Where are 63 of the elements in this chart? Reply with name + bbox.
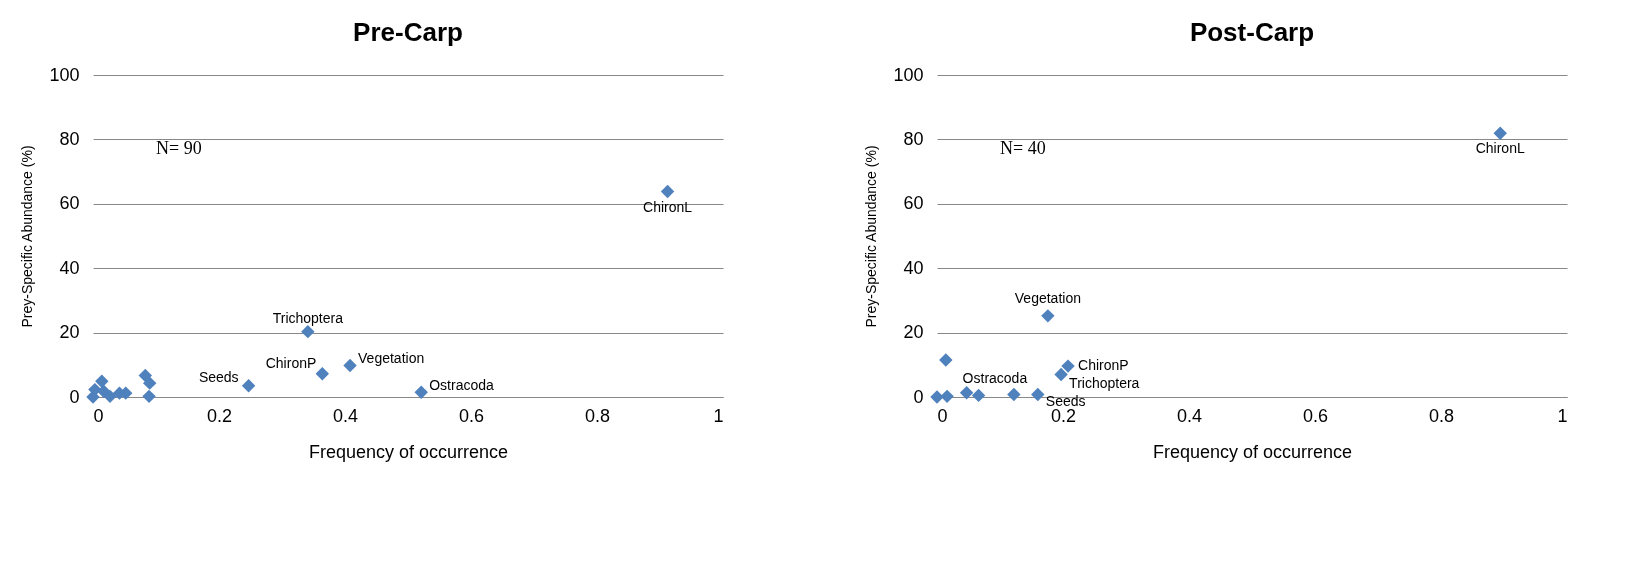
point [1054, 367, 1068, 382]
point [1493, 126, 1507, 140]
annotation: Ostracoda [429, 377, 495, 394]
point [1061, 359, 1075, 373]
y-axis-title: Prey-Specific Abundance (%) [863, 145, 880, 328]
annotation: ChironL [1475, 140, 1525, 157]
annotation: Ostracoda [962, 369, 1028, 386]
annotation: N= 90 [156, 138, 202, 159]
x-tick-label: 0.8 [584, 405, 611, 426]
y-tick-label: 0 [69, 386, 80, 407]
point [343, 358, 357, 373]
point [940, 389, 954, 404]
x-tick-label: 1 [1557, 405, 1568, 426]
y-tick-label: 60 [59, 193, 80, 214]
point [971, 388, 986, 403]
x-tick-label: 0 [937, 405, 948, 426]
point [95, 374, 109, 388]
annotation: Trichoptera [272, 309, 344, 326]
annotation: Trichoptera [1069, 375, 1140, 392]
annotation: ChironP [265, 354, 317, 371]
annotation: Vegetation [358, 350, 425, 367]
x-axis-title: Frequency of occurrence [1152, 441, 1353, 462]
x-tick-label: 0.4 [1176, 405, 1203, 426]
point [939, 353, 953, 367]
chart-title: Pre-Carp [353, 17, 463, 47]
y-tick-label: 80 [59, 128, 80, 149]
point [1007, 387, 1021, 402]
x-tick-label: 0.6 [458, 405, 485, 426]
x-tick-label: 1 [713, 405, 724, 426]
point [1041, 309, 1055, 323]
y-tick-label: 100 [49, 64, 80, 85]
point [959, 386, 974, 400]
y-tick-label: 80 [903, 128, 924, 149]
point [103, 389, 117, 404]
x-tick-label: 0 [93, 405, 104, 426]
y-tick-label: 60 [903, 193, 924, 214]
y-tick-label: 20 [903, 322, 924, 343]
point [315, 367, 330, 381]
chart-title: Post-Carp [1189, 17, 1315, 47]
point [142, 376, 157, 390]
y-axis-title: Prey-Specific Abundance (%) [19, 145, 36, 328]
point [142, 389, 156, 404]
point [660, 184, 675, 199]
annotation: ChironL [643, 198, 693, 215]
annotation: ChironP [1078, 357, 1129, 374]
point [414, 385, 428, 399]
point [138, 368, 152, 383]
y-tick-label: 100 [893, 64, 924, 85]
x-tick-label: 0.4 [332, 405, 359, 426]
x-tick-label: 0.8 [1428, 405, 1455, 426]
y-tick-label: 40 [903, 257, 924, 278]
x-axis-title: Frequency of occurrence [308, 441, 509, 462]
point [241, 379, 256, 393]
annotation: Seeds [198, 368, 239, 385]
y-tick-label: 0 [913, 386, 924, 407]
x-tick-label: 0.2 [206, 405, 233, 426]
point [930, 390, 944, 404]
point [1031, 387, 1045, 402]
y-tick-label: 40 [59, 257, 80, 278]
annotation: N= 40 [1000, 138, 1046, 159]
annotation: Vegetation [1014, 289, 1081, 306]
x-tick-label: 0.6 [1302, 405, 1329, 426]
y-tick-label: 20 [59, 322, 80, 343]
